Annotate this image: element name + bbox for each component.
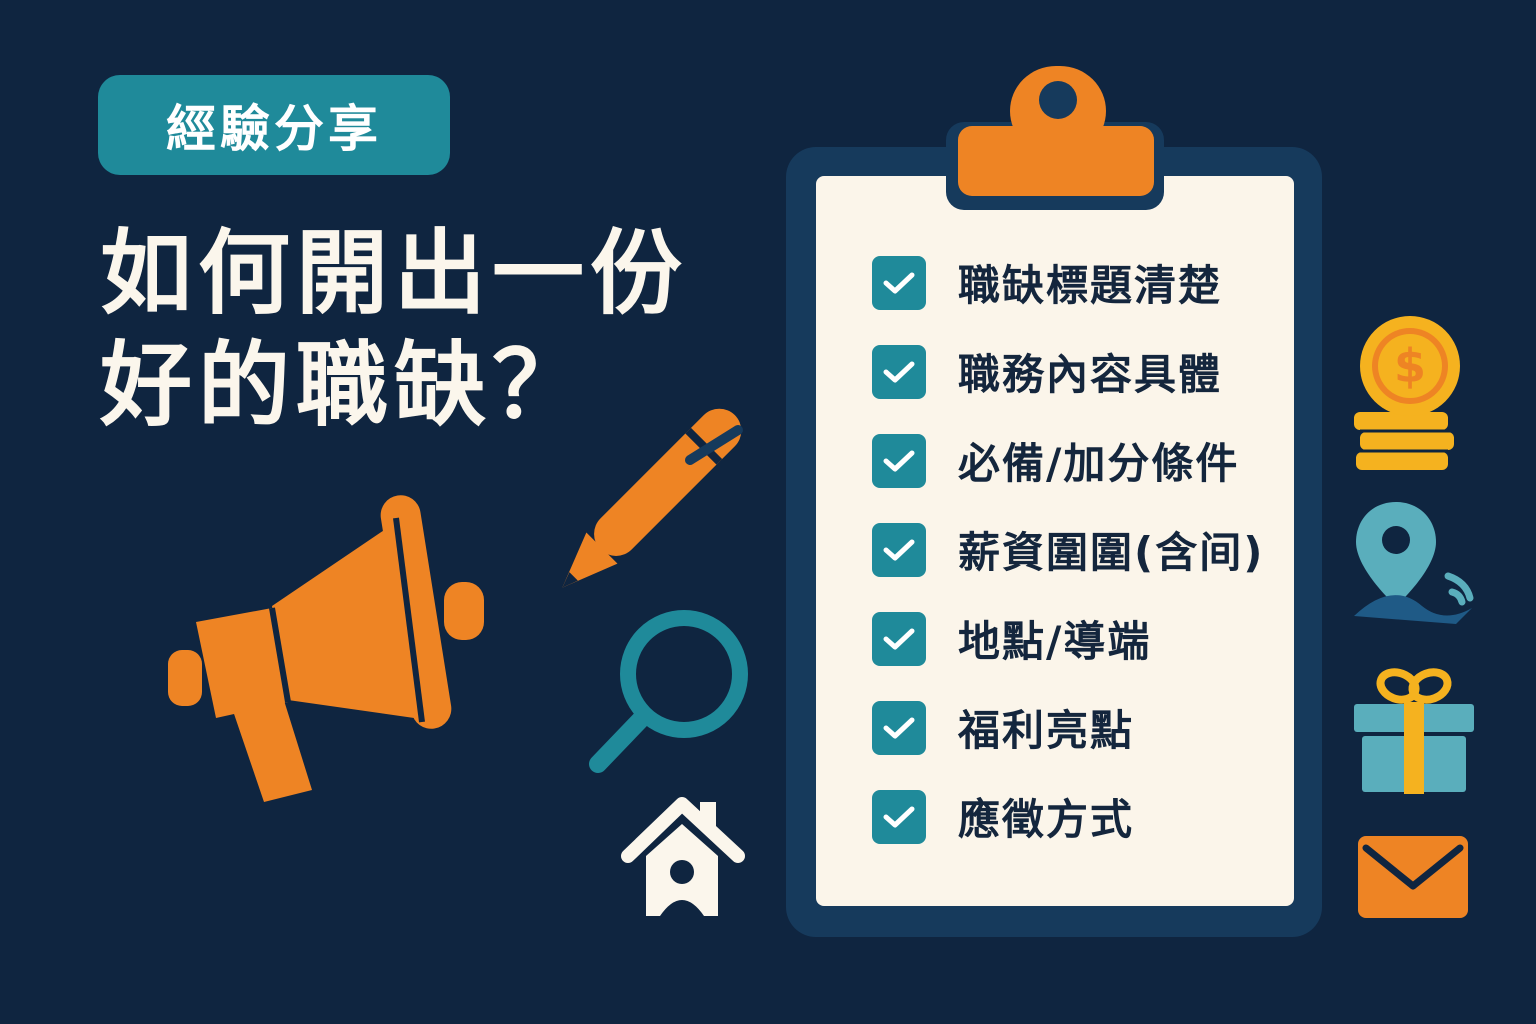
checklist-item-label: 應徵方式 xyxy=(958,795,1135,844)
checklist-item-label: 職務內容具體 xyxy=(958,350,1223,399)
megaphone-icon xyxy=(168,495,484,802)
pen-icon xyxy=(562,408,743,588)
checklist-item[interactable]: 應徵方式 xyxy=(872,772,1264,861)
checklist-item[interactable]: 職務內容具體 xyxy=(872,327,1264,416)
svg-text:$: $ xyxy=(1394,339,1426,393)
coin-stack-icon: $ xyxy=(1354,316,1460,470)
category-badge: 經驗分享 xyxy=(98,75,450,175)
check-icon xyxy=(872,255,926,310)
check-icon xyxy=(872,433,926,488)
envelope-icon xyxy=(1358,836,1468,918)
title-line-1: 如何開出一份 xyxy=(100,220,689,327)
requirements-checklist: 職缺標題清楚 職務內容具體 必備/加分條件 薪資圍圍(含间) 地點/導端 福利亮… xyxy=(872,238,1264,861)
page-title: 如何開出一份 好的職缺？ xyxy=(100,218,688,442)
checklist-item-label: 薪資圍圍(含间) xyxy=(958,528,1265,577)
gift-icon xyxy=(1354,668,1474,794)
house-icon xyxy=(621,797,745,916)
check-icon xyxy=(872,789,926,844)
check-icon xyxy=(872,522,926,577)
checklist-item-label: 必備/加分條件 xyxy=(958,439,1240,488)
checklist-item-label: 職缺標題清楚 xyxy=(958,261,1223,310)
checklist-item[interactable]: 必備/加分條件 xyxy=(872,416,1264,505)
clipboard-icon xyxy=(946,66,1164,210)
checklist-item[interactable]: 福利亮點 xyxy=(872,683,1264,772)
checklist-item[interactable]: 地點/導端 xyxy=(872,594,1264,683)
check-icon xyxy=(872,611,926,666)
checklist-item-label: 地點/導端 xyxy=(958,617,1152,666)
check-icon xyxy=(872,344,926,399)
check-icon xyxy=(872,700,926,755)
checklist-item[interactable]: 職缺標題清楚 xyxy=(872,238,1264,327)
checklist-item-label: 福利亮點 xyxy=(958,706,1135,755)
location-pin-icon xyxy=(1354,502,1474,624)
title-line-2: 好的職缺？ xyxy=(100,332,591,439)
checklist-item[interactable]: 薪資圍圍(含间) xyxy=(872,505,1264,594)
magnifier-icon xyxy=(589,610,748,773)
